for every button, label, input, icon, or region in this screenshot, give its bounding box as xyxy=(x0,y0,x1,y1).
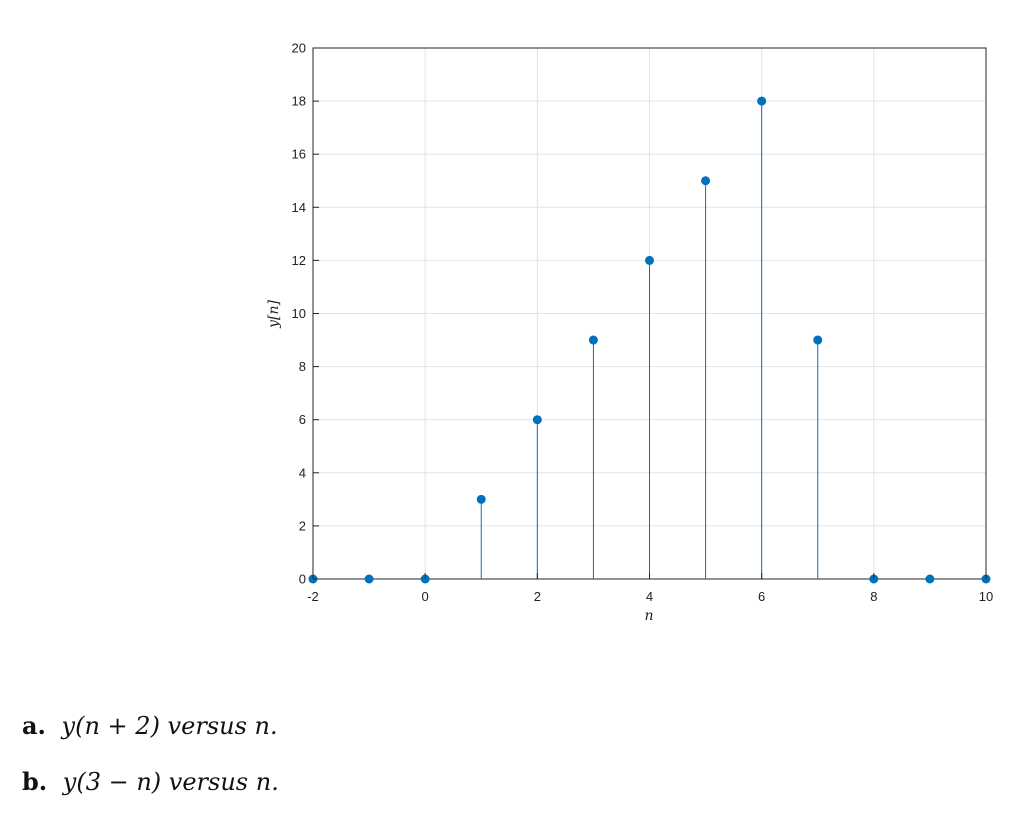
stem-marker xyxy=(757,96,767,106)
y-tick-label: 0 xyxy=(299,572,306,587)
x-tick-label: 0 xyxy=(422,589,429,604)
stem-marker xyxy=(588,335,598,345)
x-tick-label: -2 xyxy=(307,589,319,604)
x-tick-labels: -2 0 2 4 6 8 10 xyxy=(307,573,993,604)
y-tick-labels: 0 2 4 6 8 10 12 14 16 18 20 xyxy=(292,41,319,587)
stem-marker xyxy=(476,494,486,504)
question-a-letter: a. xyxy=(22,711,46,740)
x-tick-label: 4 xyxy=(646,589,653,604)
stem-marker xyxy=(701,176,711,186)
question-a-text: y(n + 2) versus n. xyxy=(61,712,278,740)
y-tick-label: 6 xyxy=(299,412,306,427)
stem-marker xyxy=(925,574,935,584)
y-tick-label: 12 xyxy=(292,253,306,268)
y-tick-label: 16 xyxy=(292,147,306,162)
x-tick-label: 6 xyxy=(758,589,765,604)
question-b: b. y(3 − n) versus n. xyxy=(22,762,279,818)
question-a: a. y(n + 2) versus n. xyxy=(22,706,279,762)
y-tick-label: 14 xyxy=(292,200,306,215)
y-tick-label: 18 xyxy=(292,94,306,109)
x-tick-label: 10 xyxy=(979,589,993,604)
y-axis-label: y[n] xyxy=(266,300,282,329)
x-axis-label: n xyxy=(644,608,653,624)
stem-marker xyxy=(813,335,823,345)
stem-marker xyxy=(364,574,374,584)
question-b-text: y(3 − n) versus n. xyxy=(62,768,279,796)
question-b-letter: b. xyxy=(22,767,48,796)
y-tick-label: 10 xyxy=(292,306,306,321)
x-tick-label: 2 xyxy=(534,589,541,604)
y-tick-label: 2 xyxy=(299,518,306,533)
y-tick-label: 8 xyxy=(299,359,306,374)
y-tick-label: 4 xyxy=(299,465,306,480)
y-tick-label: 20 xyxy=(292,41,306,56)
question-list: a. y(n + 2) versus n. b. y(3 − n) versus… xyxy=(22,706,279,818)
x-tick-label: 8 xyxy=(870,589,877,604)
stem-marker xyxy=(645,255,654,265)
stem-marker xyxy=(532,415,542,425)
